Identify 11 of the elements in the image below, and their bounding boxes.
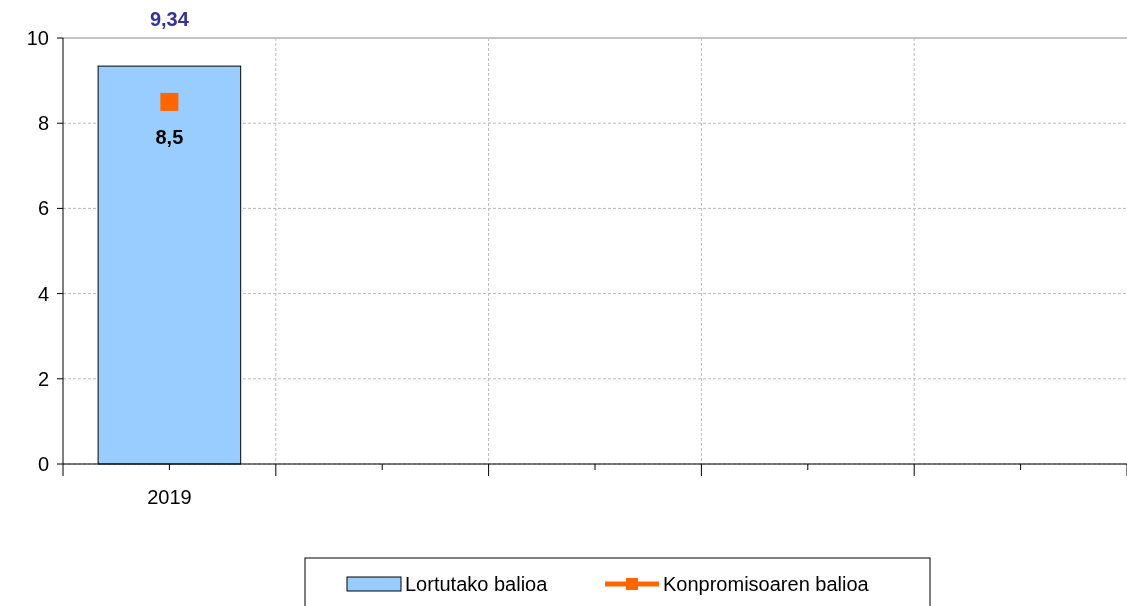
y-tick-label: 4 [37,282,49,305]
y-tick-label: 8 [37,112,49,135]
legend-label: Konpromisoaren balioa [663,573,870,595]
data-label: 9,34 [149,8,190,31]
legend-label: Lortutako balioa [405,573,549,595]
data-label: 8,5 [155,125,184,148]
y-tick-label: 0 [37,453,49,475]
x-tick-label: 2019 [147,486,192,508]
y-tick-label: 10 [26,27,49,49]
y-tick-label: 6 [37,197,49,220]
y-tick-label: 2 [37,367,49,390]
